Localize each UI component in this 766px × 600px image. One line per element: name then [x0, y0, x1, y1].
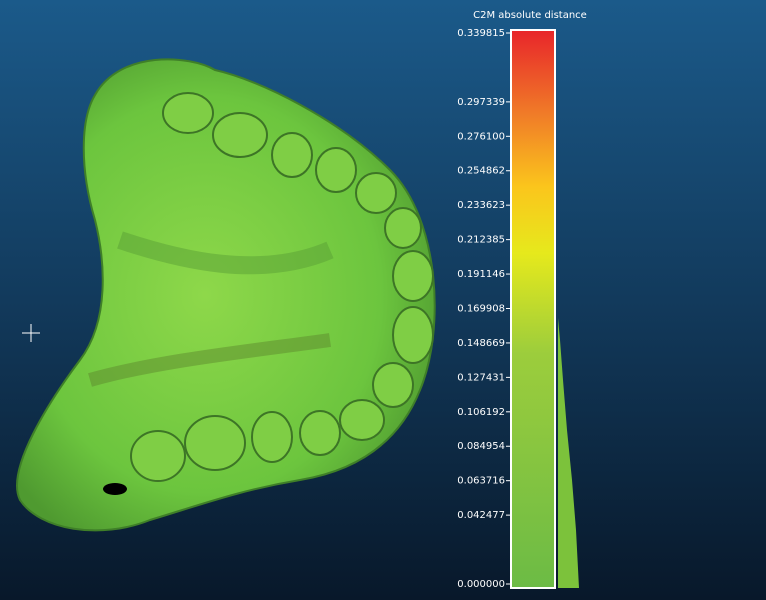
- tick-label: 0.000000: [457, 579, 505, 590]
- tick-label: 0.276100: [457, 131, 505, 142]
- tick-label: 0.127431: [457, 372, 505, 383]
- tick-label: 0.169908: [457, 303, 505, 314]
- tick-label: 0.063716: [457, 476, 505, 487]
- tick-label: 0.233623: [457, 200, 505, 211]
- color-scale-bar: [510, 29, 556, 589]
- tick-label: 0.106192: [457, 407, 505, 418]
- tick-label: 0.254862: [457, 166, 505, 177]
- dental-model: [16, 58, 436, 532]
- histogram: [558, 318, 579, 588]
- tick-label: 0.297339: [457, 97, 505, 108]
- tick-label: 0.042477: [457, 510, 505, 521]
- tick-label: 0.084954: [457, 441, 505, 452]
- scale-title: C2M absolute distance: [473, 10, 587, 21]
- scale-ticks: 0.339815 0.297339 0.276100 0.254862 0.233623…: [457, 28, 510, 590]
- tick-label: 0.339815: [457, 28, 505, 39]
- tick-label: 0.212385: [457, 235, 505, 246]
- tick-label: 0.191146: [457, 269, 505, 280]
- crosshair: [22, 324, 40, 342]
- tick-label: 0.148669: [457, 338, 505, 349]
